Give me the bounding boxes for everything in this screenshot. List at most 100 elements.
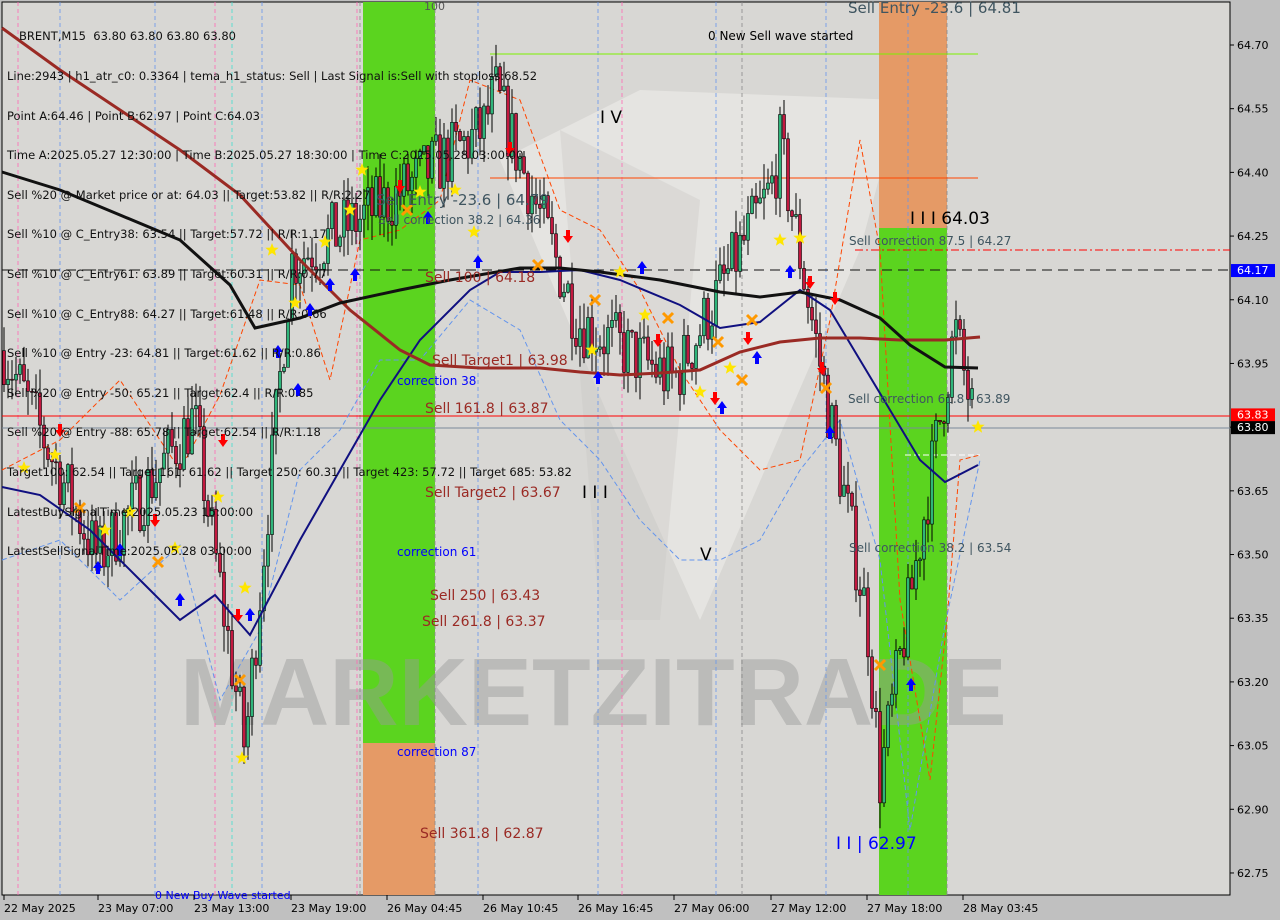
wave-iii-label: I I I — [582, 483, 608, 503]
down-arrow-icon — [653, 334, 663, 347]
bear-candle — [526, 172, 530, 215]
bull-candle — [266, 534, 270, 567]
bear-candle — [774, 175, 778, 199]
up-arrow-icon — [785, 265, 795, 278]
cross-marker — [873, 658, 887, 672]
y-tick-label: 63.50 — [1237, 549, 1269, 562]
bull-candle — [282, 367, 286, 372]
bull-candle — [146, 469, 150, 526]
up-arrow-icon — [273, 345, 283, 358]
bull-candle — [586, 317, 590, 359]
price-axis[interactable]: 64.70 64.55 64.40 64.25 64.10 63.95 63.80 63.65… — [1230, 39, 1269, 880]
x-tick-label: 26 May 16:45 — [578, 902, 653, 915]
info-line: Point A:64.46 | Point B:62.97 | Point C:… — [7, 108, 260, 123]
info-line: Sell %20 @ Market price or at: 64.03 || … — [7, 187, 371, 202]
bear-candle — [838, 438, 842, 497]
bear-candle — [86, 538, 90, 556]
bull-candle — [158, 468, 162, 483]
bear-candle — [446, 137, 450, 182]
bear-candle — [846, 484, 850, 494]
bear-candle — [662, 357, 666, 392]
bull-candle — [298, 273, 302, 284]
bear-candle — [58, 461, 62, 505]
y-tick-label: 63.35 — [1237, 612, 1269, 625]
y-tick-label: 64.70 — [1237, 39, 1269, 52]
bull-candle — [402, 163, 406, 197]
bull-candle — [374, 176, 378, 216]
point-b-label: I I | 62.97 — [836, 834, 917, 854]
bear-candle — [558, 256, 562, 298]
orange-zone-left — [363, 743, 435, 895]
bull-candle — [278, 371, 282, 390]
bull-candle — [762, 188, 766, 199]
bull-candle — [518, 156, 522, 171]
bull-candle — [318, 268, 322, 271]
down-arrow-icon — [150, 514, 160, 527]
y-tick-label: 63.20 — [1237, 676, 1269, 689]
up-arrow-icon — [423, 211, 433, 224]
cross-marker — [73, 501, 87, 515]
bear-candle — [186, 418, 190, 455]
star-marker — [413, 185, 427, 198]
bear-candle — [370, 187, 374, 216]
bull-candle — [758, 197, 762, 204]
bull-candle — [194, 405, 198, 410]
x-tick-label: 22 May 2025 — [4, 902, 76, 915]
cross-marker — [588, 293, 602, 307]
bull-candle — [698, 335, 702, 346]
bull-candle — [482, 105, 486, 139]
bull-candle — [414, 158, 418, 178]
sell-2618-label: Sell 261.8 | 63.37 — [422, 614, 546, 630]
up-arrow-icon — [906, 678, 916, 691]
bear-candle — [150, 469, 154, 499]
star-marker — [638, 308, 652, 321]
sell-correction-875-label: Sell correction 87.5 | 64.27 — [849, 234, 1011, 248]
bull-candle — [970, 388, 974, 400]
bull-candle — [642, 336, 646, 339]
down-arrow-icon — [743, 332, 753, 345]
bull-candle — [914, 560, 918, 590]
bull-candle — [190, 408, 194, 455]
up-arrow-icon — [115, 543, 125, 556]
price-tag-label: 63.80 — [1237, 421, 1269, 434]
level-100-label: 100 — [424, 0, 445, 13]
bear-candle — [754, 195, 758, 204]
bull-candle — [142, 525, 146, 532]
bear-candle — [734, 232, 738, 272]
bear-candle — [546, 195, 550, 218]
bull-candle — [246, 716, 250, 748]
ma-brown-line — [1, 26, 981, 377]
down-arrow-icon — [817, 362, 827, 375]
sell-entry-left-label: Sell Entry -23.6 | 64.79 — [376, 191, 549, 209]
x-tick-label: 23 May 19:00 — [291, 902, 366, 915]
up-arrow-icon — [717, 401, 727, 414]
bull-candle — [258, 610, 262, 666]
bull-candle — [322, 263, 326, 270]
bull-candle — [270, 434, 274, 535]
bear-candle — [634, 331, 638, 378]
bull-candle — [770, 175, 774, 184]
x-tick-label: 23 May 13:00 — [194, 902, 269, 915]
bull-candle — [274, 389, 278, 436]
info-line: Sell %10 @ Entry -23: 64.81 || Target:61… — [7, 346, 321, 361]
x-tick-label: 27 May 18:00 — [867, 902, 942, 915]
bull-candle — [842, 484, 846, 497]
bull-candle — [262, 565, 266, 612]
point-c-label: I I I 64.03 — [910, 209, 990, 229]
bull-candle — [894, 650, 898, 695]
bull-candle — [598, 346, 602, 350]
star-marker — [343, 203, 357, 216]
orange-band-line — [1, 79, 981, 781]
y-tick-label: 62.75 — [1237, 867, 1269, 880]
star-marker — [265, 243, 279, 256]
bear-candle — [514, 113, 518, 171]
info-line: Target100: 62.54 || Target 161: 61.62 ||… — [7, 464, 572, 479]
bull-candle — [954, 319, 958, 338]
star-marker — [971, 420, 985, 433]
symbol-line: BRENT,M15 63.80 63.80 63.80 63.80 — [19, 29, 236, 44]
x-tick-label: 26 May 04:45 — [387, 902, 462, 915]
time-axis[interactable]: 22 May 2025 23 May 07:00 23 May 13:00 23 Ma… — [3, 895, 1038, 915]
bull-candle — [718, 264, 722, 281]
